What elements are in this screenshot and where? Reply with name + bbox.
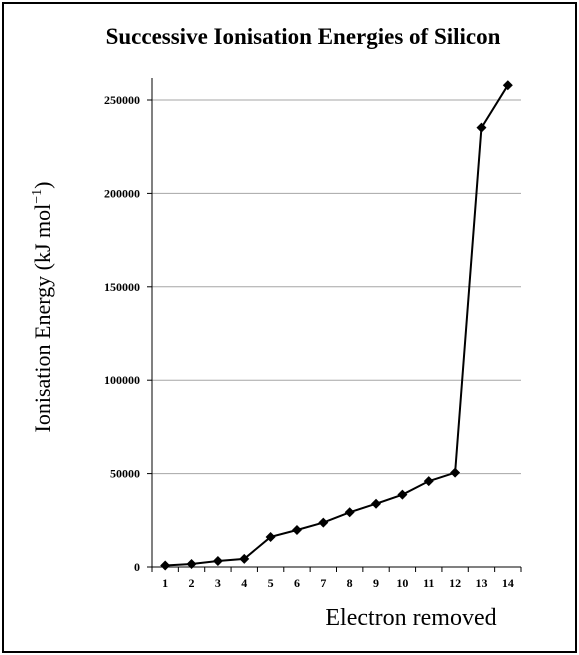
x-tick-label: 7	[320, 576, 326, 590]
x-tick-label: 14	[502, 576, 514, 590]
series-line	[165, 84, 509, 567]
x-tick-label: 5	[268, 576, 274, 590]
data-point-marker	[212, 555, 223, 566]
x-tick-label: 1	[162, 576, 168, 590]
data-point-marker	[502, 80, 513, 91]
y-axis-label-close: )	[30, 182, 55, 189]
y-tick-label: 200000	[104, 186, 140, 200]
data-point-marker	[397, 489, 408, 500]
data-point-marker	[160, 560, 171, 571]
x-tick-label: 9	[373, 576, 379, 590]
data-point-marker	[265, 531, 276, 542]
y-tick-label: 150000	[104, 280, 140, 294]
y-tick-label: 250000	[104, 93, 140, 107]
x-tick-label: 3	[215, 576, 221, 590]
axes	[147, 78, 522, 572]
y-axis-label-main: Ionisation Energy (kJ mol	[30, 204, 55, 433]
y-tick-label: 0	[134, 560, 140, 574]
chart-title: Successive Ionisation Energies of Silico…	[106, 24, 501, 49]
data-point-marker	[239, 553, 250, 564]
y-axis-label-superscript: −1	[30, 189, 45, 204]
data-point-marker	[291, 525, 302, 536]
x-axis-label: Electron removed	[325, 605, 496, 631]
y-axis-label: Ionisation Energy (kJ mol−1)	[30, 182, 55, 433]
data-series	[160, 80, 513, 571]
data-point-marker	[186, 559, 197, 570]
x-tick-label: 6	[294, 576, 300, 590]
y-tick-label: 50000	[110, 467, 140, 481]
x-tick-label: 13	[475, 576, 487, 590]
x-tick-label: 11	[423, 576, 434, 590]
data-point-marker	[318, 517, 329, 528]
x-tick-label: 12	[449, 576, 461, 590]
y-tick-labels: 0 50000 100000 150000 200000 250000	[104, 93, 140, 574]
x-tick-label: 2	[189, 576, 195, 590]
gridlines	[152, 99, 521, 475]
data-point-marker	[371, 498, 382, 509]
x-tick-label: 10	[396, 576, 408, 590]
y-tick-label: 100000	[104, 373, 140, 387]
x-tick-label: 4	[241, 576, 247, 590]
data-point-marker	[476, 122, 487, 133]
x-tick-label: 8	[347, 576, 353, 590]
data-point-marker	[344, 507, 355, 518]
data-point-marker	[423, 476, 434, 487]
data-point-marker	[450, 467, 461, 478]
x-tick-labels: 1 2 3 4 5 6 7 8 9 10 11 12 13 14	[162, 576, 514, 590]
